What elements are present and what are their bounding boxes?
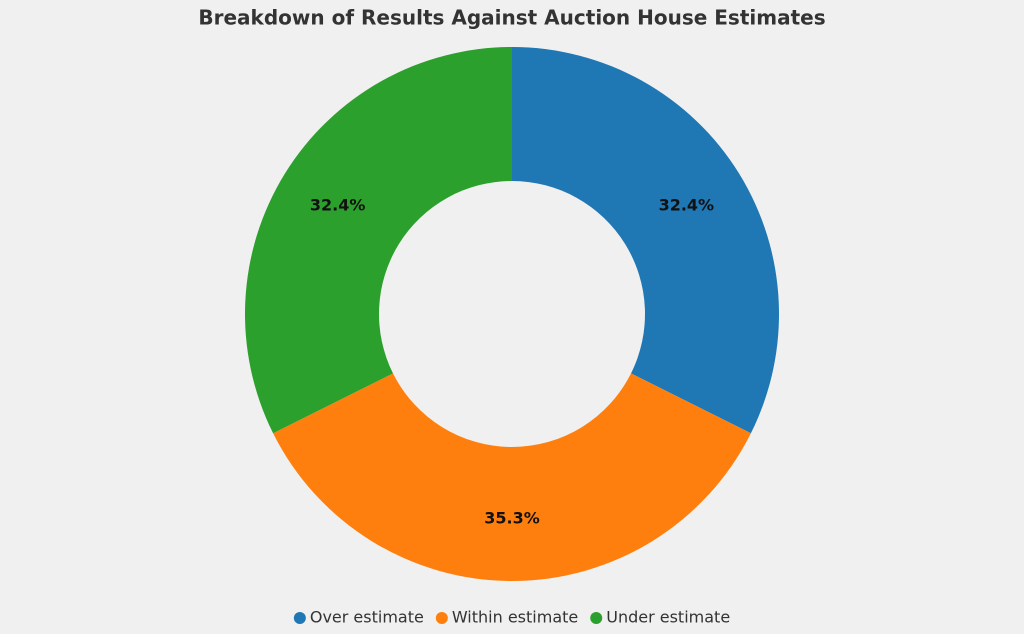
legend: Over estimate Within estimate Under estima… <box>293 608 730 627</box>
slice <box>512 47 779 434</box>
legend-label: Within estimate <box>452 608 578 627</box>
slice <box>244 47 512 434</box>
legend-marker <box>590 612 603 624</box>
data-label: 32.4% <box>659 196 715 215</box>
data-label: 32.4% <box>310 196 366 215</box>
legend-marker <box>293 612 306 624</box>
chart-title: Breakdown of Results Against Auction Hou… <box>198 6 825 30</box>
slice <box>273 373 751 582</box>
legend-label: Over estimate <box>310 608 424 627</box>
legend-marker <box>435 612 448 624</box>
data-label: 35.3% <box>484 509 540 528</box>
legend-label: Under estimate <box>606 608 730 627</box>
